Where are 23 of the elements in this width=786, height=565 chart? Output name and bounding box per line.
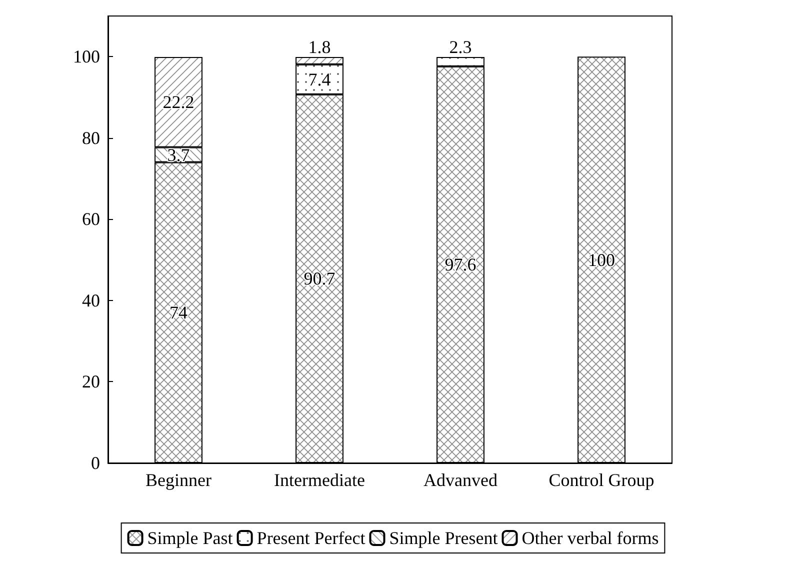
x-tick-label: Beginner <box>146 470 212 490</box>
data-label: 1.8 <box>308 37 331 58</box>
x-tick-label: Control Group <box>548 470 654 490</box>
data-label: 74 <box>170 302 188 323</box>
legend-label: Other verbal forms <box>522 528 659 548</box>
legend-label: Present Perfect <box>256 528 366 548</box>
x-tick-label: Advanved <box>424 470 498 490</box>
y-tick-label: 60 <box>82 209 100 230</box>
y-tick-label: 100 <box>73 46 100 67</box>
x-tick-label: Intermediate <box>274 470 365 490</box>
y-tick-label: 40 <box>82 290 100 310</box>
legend-label: Simple Past <box>147 528 233 548</box>
data-label: 97.6 <box>444 254 476 275</box>
legend-label: Simple Present <box>389 528 498 548</box>
data-label: 7.4 <box>308 69 331 90</box>
data-label: 90.7 <box>304 268 336 289</box>
y-tick-label: 20 <box>82 372 100 392</box>
y-tick-label: 0 <box>91 453 100 473</box>
data-label: 22.2 <box>162 92 194 112</box>
y-tick-label: 80 <box>82 128 100 148</box>
data-label: 2.3 <box>449 37 472 58</box>
data-label: 100 <box>588 250 615 270</box>
data-label: 3.7 <box>167 144 190 165</box>
